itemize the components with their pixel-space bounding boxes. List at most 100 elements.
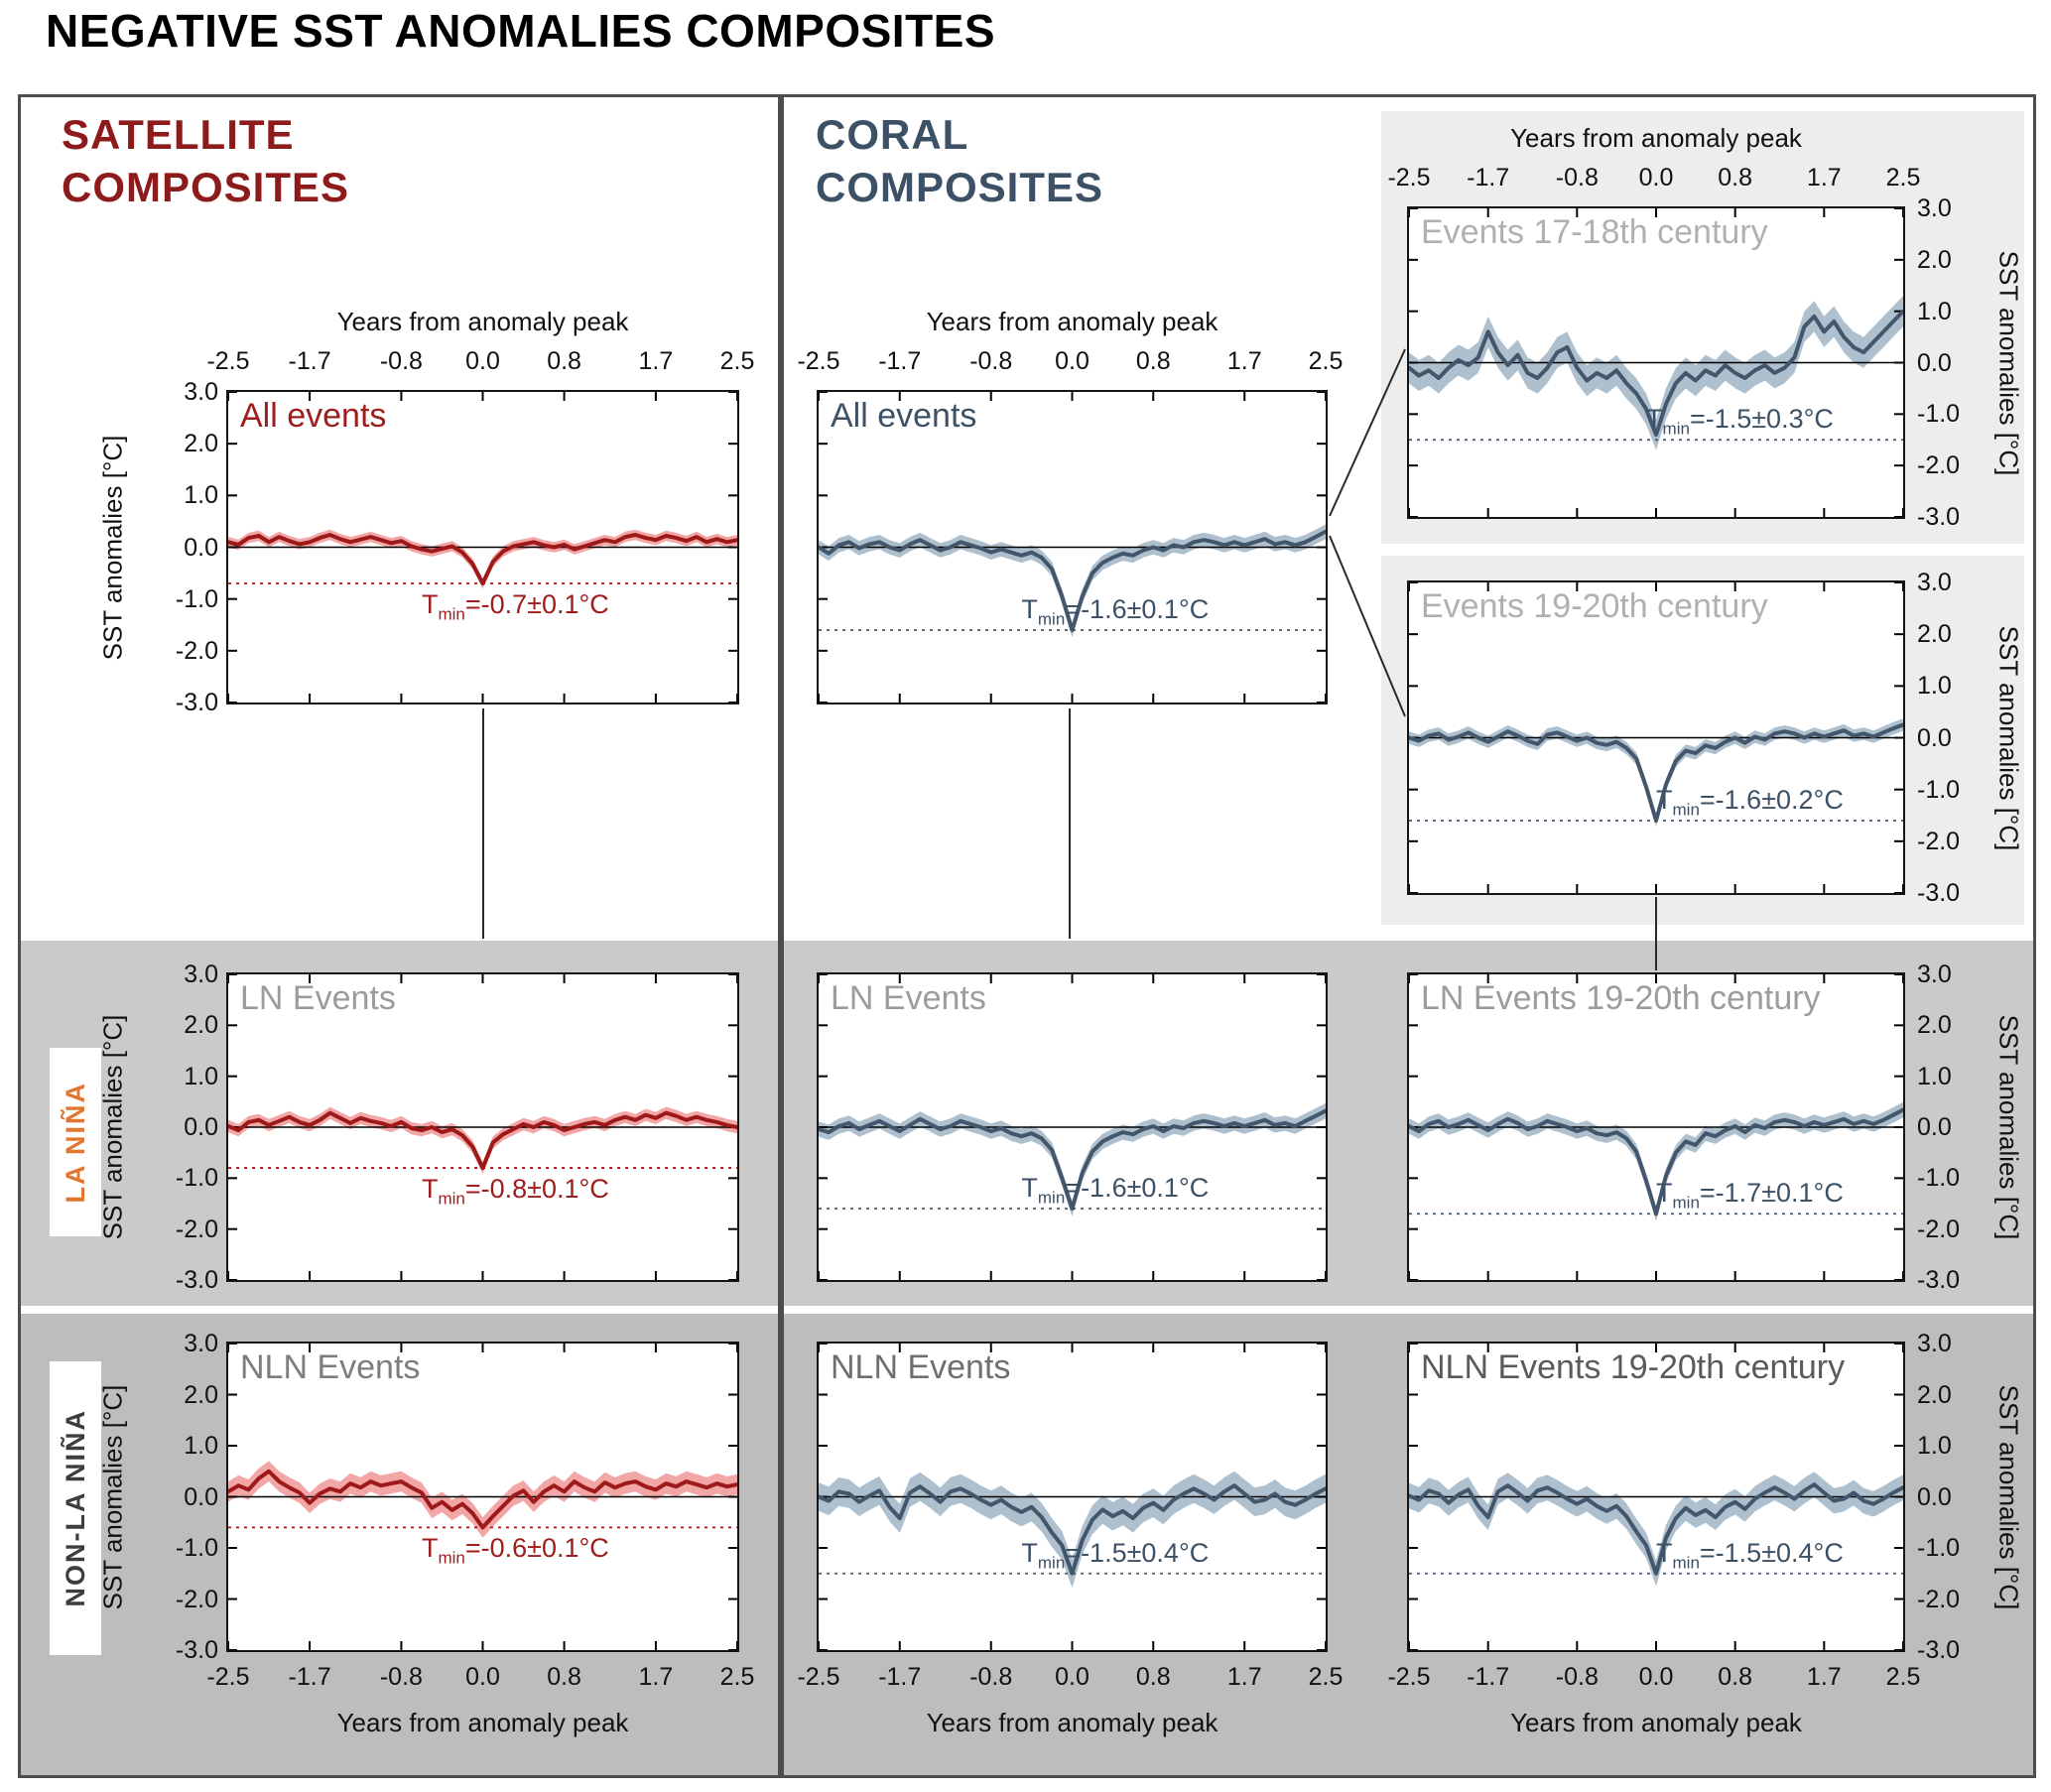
x-axis-title: Years from anomaly peak xyxy=(1510,1708,1802,1737)
tmin-annotation: Tmin=-0.8±0.1°C xyxy=(421,1174,609,1209)
x-tick-label: 2.5 xyxy=(1885,1663,1921,1691)
panel-title: LN Events xyxy=(240,979,396,1017)
panel-satellite-ln-events: LN Events Tmin=-0.8±0.1°C 3.0 2.0 1.0 0.0 -1.0… xyxy=(98,960,739,1294)
non-la-nina-row-label-box: NON-LA NIÑA xyxy=(50,1361,101,1655)
panel-satellite-nln-events: NLN Events Tmin=-0.6±0.1°C -2.5 -1.7 -0.8 0.0… xyxy=(98,1330,755,1737)
series-line xyxy=(819,1108,1326,1212)
y-axis-title: SST anomalies [°C] xyxy=(97,1014,128,1240)
confidence-band xyxy=(1409,296,1903,450)
x-tick-label: 0.0 xyxy=(1638,1663,1674,1691)
series-line xyxy=(1409,309,1903,438)
x-tick-label: 0.8 xyxy=(547,1663,581,1691)
x-tick-label: -1.7 xyxy=(878,347,922,375)
series-line xyxy=(228,1110,737,1171)
chart-nln1920 xyxy=(1409,1344,1903,1650)
x-tick-label: 0.8 xyxy=(547,347,581,375)
confidence-band xyxy=(1409,1101,1903,1221)
y-tick-label: -1.0 xyxy=(1917,1534,1961,1562)
y-tick-label: 3.0 xyxy=(1917,194,1952,222)
panel-title: Events 17-18th century xyxy=(1421,213,1768,251)
series-line xyxy=(228,1469,737,1530)
x-axis-title: Years from anomaly peak xyxy=(336,1708,629,1737)
x-tick-label: -0.8 xyxy=(969,1663,1013,1691)
x-tick-label: 1.7 xyxy=(638,347,674,375)
x-tick-label: -0.8 xyxy=(1555,164,1599,192)
y-tick-label: 1.0 xyxy=(184,481,218,510)
x-tick-label: 0.8 xyxy=(1718,1663,1753,1691)
x-axis-title: Years from anomaly peak xyxy=(926,1708,1218,1737)
coral-section-heading: CORAL COMPOSITES xyxy=(816,109,1103,213)
chart-coral_nln xyxy=(819,1344,1326,1650)
y-tick-label: -2.0 xyxy=(1917,451,1961,480)
panel-coral-all-events: All events Tmin=-1.6±0.1°C -2.5 -1.7 -0.8 0.0… xyxy=(797,307,1343,704)
x-axis-title: Years from anomaly peak xyxy=(1510,123,1802,153)
y-tick-label: 3.0 xyxy=(184,378,218,406)
y-tick-label: 1.0 xyxy=(1917,1062,1952,1090)
x-tick-label: -2.5 xyxy=(206,347,250,375)
x-tick-label: -2.5 xyxy=(206,1663,250,1691)
x-tick-label: 1.7 xyxy=(1806,164,1842,192)
x-tick-label: -0.8 xyxy=(969,347,1013,375)
y-tick-label: -1.0 xyxy=(1917,775,1961,804)
panel-satellite-all-events: All events Tmin=-0.7±0.1°C -2.5 -1.7 -0.8 0.0… xyxy=(98,307,755,716)
y-tick-label: 3.0 xyxy=(184,1330,218,1357)
satellite-heading-line2: COMPOSITES xyxy=(62,163,350,210)
y-axis-title: SST anomalies [°C] xyxy=(1993,1384,2024,1609)
y-tick-label: 0.0 xyxy=(1917,723,1952,752)
satellite-heading-line1: SATELLITE xyxy=(62,111,295,158)
y-tick-label: -2.0 xyxy=(1917,1585,1961,1613)
tmin-annotation: Tmin=-0.6±0.1°C xyxy=(421,1533,609,1568)
y-tick-label: 3.0 xyxy=(1917,569,1952,596)
y-tick-label: -2.0 xyxy=(1917,827,1961,855)
panel-title: NLN Events 19-20th century xyxy=(1421,1348,1846,1386)
x-tick-label: 2.5 xyxy=(1885,164,1921,192)
y-axis-title: SST anomalies [°C] xyxy=(1993,625,2024,850)
confidence-band xyxy=(819,1102,1326,1216)
tmin-annotation: Tmin=-1.6±0.1°C xyxy=(1021,1173,1210,1208)
series-line xyxy=(228,533,737,585)
panel-title: LN Events 19-20th century xyxy=(1421,979,1821,1017)
y-tick-label: -3.0 xyxy=(1917,503,1961,531)
chart-c1920 xyxy=(1409,582,1903,893)
tmin-annotation: Tmin=-1.6±0.1°C xyxy=(1021,593,1210,629)
y-tick-label: 0.0 xyxy=(1917,1482,1952,1511)
panel-title: NLN Events xyxy=(831,1348,1011,1386)
confidence-band xyxy=(228,1461,737,1538)
y-tick-label: 3.0 xyxy=(184,960,218,988)
y-tick-label: 2.0 xyxy=(1917,245,1952,274)
x-tick-label: 1.7 xyxy=(638,1663,674,1691)
y-tick-label: -1.0 xyxy=(175,584,218,613)
tmin-annotation: Tmin=-1.5±0.4°C xyxy=(1021,1537,1210,1573)
chart-coral_ln xyxy=(819,974,1326,1280)
chart-coral_all xyxy=(819,392,1326,703)
panel-title: All events xyxy=(240,397,387,435)
panel-coral-nln-events: NLN Events Tmin=-1.5±0.4°C -2.5 -1.7 -0.8 0.0… xyxy=(797,1342,1343,1737)
y-tick-label: 0.0 xyxy=(184,1113,218,1141)
confidence-band xyxy=(1409,1472,1903,1587)
x-tick-label: -2.5 xyxy=(797,1663,840,1691)
panel-ln-events-19-20th-century: LN Events 19-20th century Tmin=-1.7±0.1°C… xyxy=(1407,960,2024,1294)
x-tick-label: -0.8 xyxy=(379,347,423,375)
series-line xyxy=(1409,1107,1903,1216)
y-tick-label: 2.0 xyxy=(1917,1011,1952,1040)
y-tick-label: -2.0 xyxy=(175,1215,218,1243)
y-tick-label: 2.0 xyxy=(184,430,218,458)
x-tick-label: -1.7 xyxy=(1467,1663,1510,1691)
x-tick-label: -1.7 xyxy=(288,347,331,375)
tmin-annotation: Tmin=-1.5±0.4°C xyxy=(1656,1537,1844,1573)
tmin-annotation: Tmin=-0.7±0.1°C xyxy=(421,589,609,624)
y-tick-label: 0.0 xyxy=(1917,1113,1952,1141)
x-tick-label: -2.5 xyxy=(1387,164,1431,192)
coral-heading-line2: COMPOSITES xyxy=(816,163,1104,210)
y-tick-label: 1.0 xyxy=(184,1432,218,1460)
x-tick-label: -1.7 xyxy=(1467,164,1510,192)
series-line xyxy=(1409,1482,1903,1576)
y-axis-title: SST anomalies [°C] xyxy=(97,1384,128,1609)
panel-title: All events xyxy=(831,397,977,435)
x-tick-label: -2.5 xyxy=(1387,1663,1431,1691)
series-line xyxy=(819,529,1326,632)
y-tick-label: -1.0 xyxy=(1917,400,1961,429)
panel-title: NLN Events xyxy=(240,1348,421,1386)
